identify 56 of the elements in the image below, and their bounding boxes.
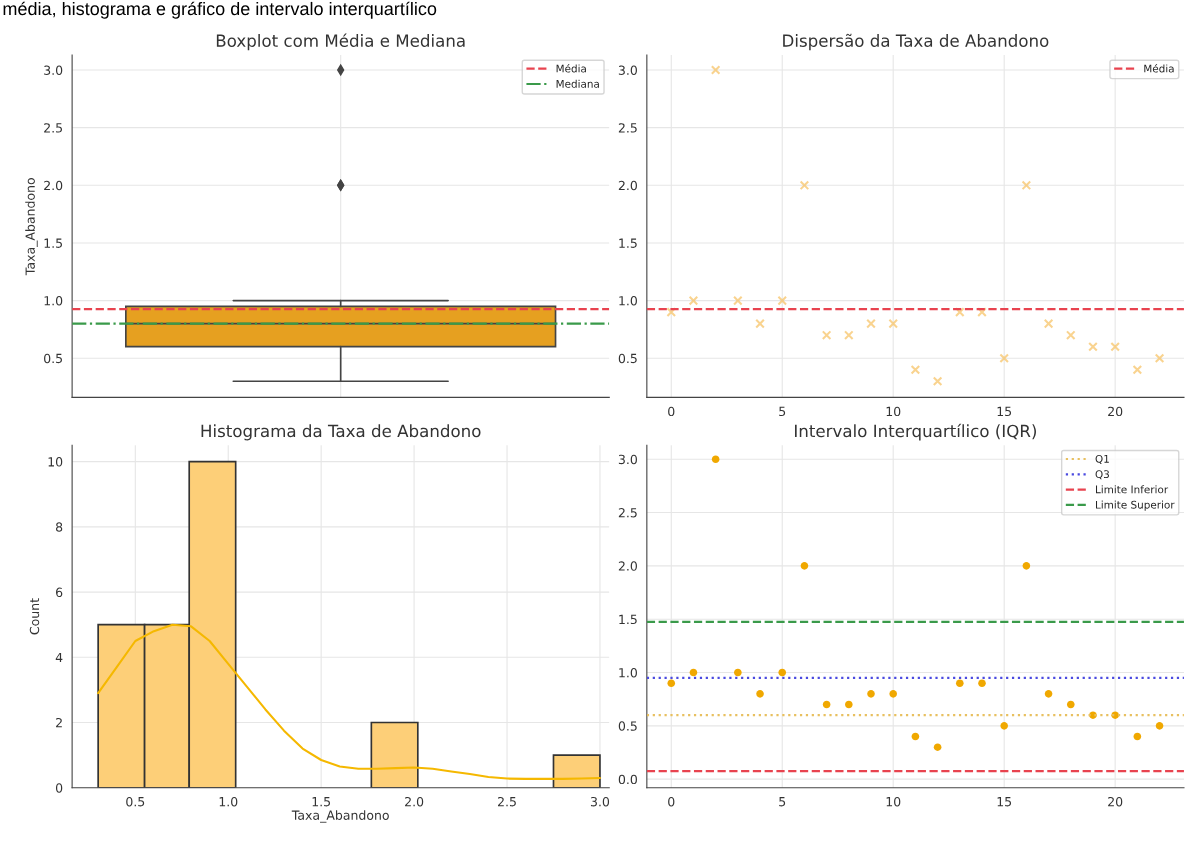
x-tick-label: 2.5 — [498, 796, 516, 807]
y-tick-label: 1.5 — [619, 238, 637, 248]
y-tick-label: 1.0 — [619, 296, 637, 306]
y-tick-label: 0.5 — [618, 353, 637, 364]
x-tick-label: 5 — [779, 406, 786, 417]
y-tick-label: 4 — [55, 652, 63, 663]
y-axis-title: Count — [29, 598, 40, 635]
x-tick-label: 2.0 — [405, 796, 424, 807]
legend-label: Q3 — [1095, 470, 1109, 480]
legend-label: Q1 — [1095, 454, 1109, 464]
y-tick-label: 1.0 — [44, 296, 63, 306]
x-tick-label: 3.0 — [590, 796, 610, 807]
chart-title: Dispersão da Taxa de Abandono — [783, 33, 1049, 51]
y-tick-label: 1.5 — [619, 614, 637, 625]
x-tick-label: 10 — [886, 796, 901, 807]
text: média, histograma e gráfico de intervalo interquartílico — [3, 1, 437, 19]
y-tick-label: 0.5 — [44, 353, 62, 364]
x-tick-label: 1.5 — [312, 797, 331, 807]
y-tick-label: 8 — [55, 522, 63, 532]
x-tick-label: 1.0 — [219, 796, 238, 807]
chart-title: Intervalo Interquartílico (IQR) — [795, 423, 1036, 441]
x-tick-label: 10 — [886, 406, 901, 417]
x-tick-label: 0.5 — [126, 796, 145, 807]
y-tick-label: 3.0 — [44, 65, 63, 75]
y-tick-label: 0.5 — [618, 721, 637, 731]
legend-label: Média — [1144, 64, 1174, 73]
y-tick-label: 6 — [56, 587, 63, 597]
y-tick-label: 2.5 — [618, 123, 637, 133]
y-tick-label: 2.0 — [44, 180, 63, 191]
y-tick-label: 3.0 — [618, 454, 637, 465]
y-tick-label: 2.5 — [618, 508, 637, 518]
x-tick-label: 5 — [779, 797, 786, 807]
legend-label: Limite Inferior — [1096, 485, 1169, 494]
legend-label: Média — [556, 64, 586, 73]
y-tick-label: 2.0 — [618, 180, 637, 191]
chart-title: Histograma da Taxa de Abandono — [201, 424, 481, 441]
x-tick-label: 15 — [997, 797, 1012, 807]
y-axis-title: Taxa_Abandono — [25, 178, 38, 276]
y-tick-label: 0 — [55, 783, 63, 793]
x-tick-label: 20 — [1108, 406, 1123, 417]
x-axis-title: Taxa_Abandono — [291, 810, 389, 823]
y-tick-label: 0.0 — [618, 774, 637, 785]
x-tick-label: 0 — [668, 796, 675, 807]
x-tick-label: 0 — [668, 406, 675, 417]
legend-label: Limite Superior — [1096, 500, 1175, 511]
y-tick-label: 1.0 — [619, 667, 637, 678]
y-tick-label: 10 — [48, 457, 63, 467]
x-tick-label: 20 — [1108, 796, 1123, 807]
y-tick-label: 1.5 — [44, 238, 62, 248]
x-tick-label: 15 — [997, 406, 1012, 417]
legend-label: Mediana — [556, 79, 599, 88]
y-tick-label: 2.0 — [618, 561, 637, 571]
y-tick-label: 2 — [56, 717, 62, 728]
y-tick-label: 3.0 — [618, 65, 637, 75]
y-tick-label: 2.5 — [44, 123, 62, 133]
chart-title: Boxplot com Média e Mediana — [216, 33, 465, 51]
